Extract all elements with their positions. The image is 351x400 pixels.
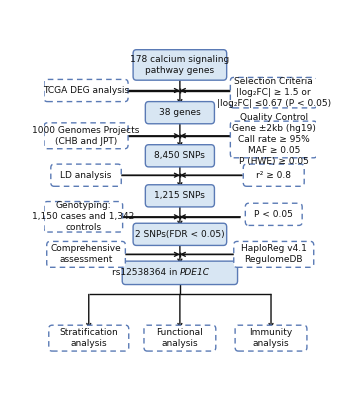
- FancyBboxPatch shape: [44, 123, 128, 149]
- Text: Comprehensive
assessment: Comprehensive assessment: [51, 244, 121, 264]
- FancyBboxPatch shape: [144, 325, 216, 351]
- FancyBboxPatch shape: [122, 261, 238, 284]
- Text: 1,215 SNPs: 1,215 SNPs: [154, 191, 205, 200]
- FancyBboxPatch shape: [230, 78, 317, 108]
- Text: Immunity
analysis: Immunity analysis: [250, 328, 293, 348]
- FancyBboxPatch shape: [243, 164, 304, 186]
- Text: Genotyping:
1,150 cases and 1,342
controls: Genotyping: 1,150 cases and 1,342 contro…: [32, 201, 134, 232]
- Text: PDE1C: PDE1C: [180, 268, 210, 277]
- Text: 1000 Genomes Projects
(CHB and JPT): 1000 Genomes Projects (CHB and JPT): [32, 126, 140, 146]
- FancyBboxPatch shape: [51, 164, 121, 186]
- Text: Selection Criteria
|log₂FC| ≥ 1.5 or
|log₂FC| ≤0.67 (P < 0.05): Selection Criteria |log₂FC| ≥ 1.5 or |lo…: [217, 77, 331, 108]
- Text: LD analysis: LD analysis: [60, 171, 112, 180]
- FancyBboxPatch shape: [44, 80, 128, 102]
- Text: 178 calcium signaling
pathway genes: 178 calcium signaling pathway genes: [130, 55, 230, 75]
- FancyBboxPatch shape: [245, 203, 302, 226]
- FancyBboxPatch shape: [145, 145, 214, 167]
- Text: 8,450 SNPs: 8,450 SNPs: [154, 151, 205, 160]
- FancyBboxPatch shape: [145, 102, 214, 124]
- FancyBboxPatch shape: [230, 121, 317, 158]
- FancyBboxPatch shape: [234, 242, 314, 267]
- Text: 2 SNPs(FDR < 0.05): 2 SNPs(FDR < 0.05): [135, 230, 225, 239]
- FancyBboxPatch shape: [235, 325, 307, 351]
- FancyBboxPatch shape: [133, 50, 227, 80]
- FancyBboxPatch shape: [47, 242, 125, 267]
- Text: P < 0.05: P < 0.05: [254, 210, 293, 219]
- FancyBboxPatch shape: [145, 185, 214, 207]
- Text: rs12538364 in: rs12538364 in: [112, 268, 180, 277]
- Text: TCGA DEG analysis: TCGA DEG analysis: [43, 86, 129, 95]
- Text: Stratification
analysis: Stratification analysis: [59, 328, 118, 348]
- Text: 38 genes: 38 genes: [159, 108, 201, 117]
- Text: HaploReg v4.1
RegulomeDB: HaploReg v4.1 RegulomeDB: [241, 244, 307, 264]
- Text: Quality Control
Gene ±2kb (hg19)
Call rate ≥ 95%
MAF ≥ 0.05
P (HWE) ≥ 0.05: Quality Control Gene ±2kb (hg19) Call ra…: [232, 113, 316, 166]
- Text: Functional
analysis: Functional analysis: [157, 328, 203, 348]
- FancyBboxPatch shape: [133, 223, 227, 246]
- FancyBboxPatch shape: [49, 325, 129, 351]
- FancyBboxPatch shape: [44, 202, 122, 232]
- Text: r² ≥ 0.8: r² ≥ 0.8: [256, 171, 291, 180]
